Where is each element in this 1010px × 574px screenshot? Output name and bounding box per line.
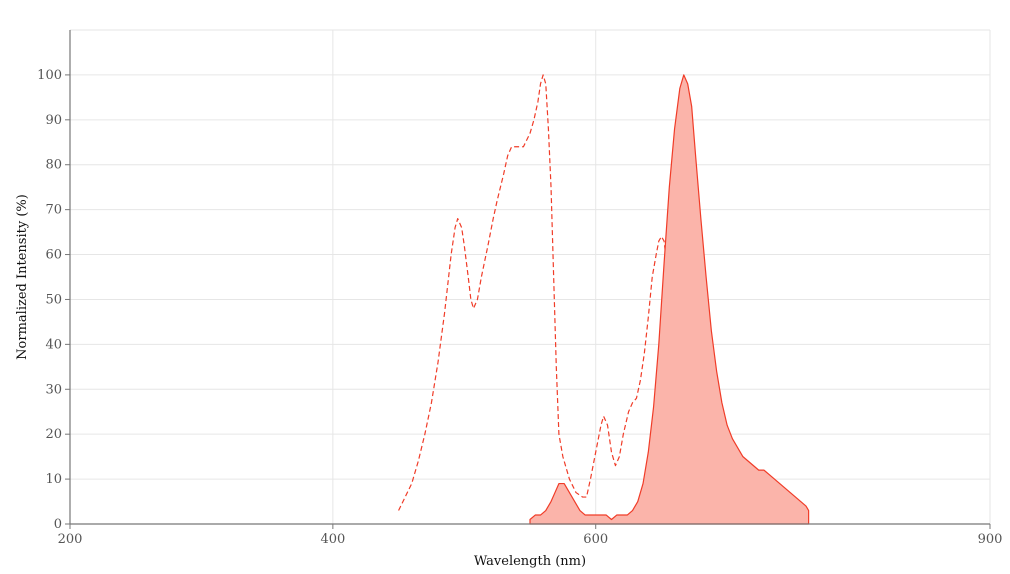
y-axis-title: Normalized Intensity (%)	[15, 194, 30, 360]
grid-lines	[69, 29, 991, 525]
emission-area-series	[529, 74, 810, 525]
x-ticks: 200 400 600 900	[58, 524, 1003, 547]
y-tick-label: 70	[45, 203, 62, 218]
x-tick-label: 400	[320, 532, 345, 547]
y-ticks: 0 10 20 30 40 50 60 70 80 90 100	[37, 68, 70, 532]
y-tick-label: 30	[45, 382, 62, 397]
y-tick-label: 80	[45, 158, 62, 173]
x-tick-label: 200	[58, 532, 83, 547]
x-tick-label: 600	[583, 532, 608, 547]
x-axis-title: Wavelength (nm)	[474, 554, 586, 569]
y-tick-label: 60	[45, 248, 62, 263]
y-tick-label: 50	[45, 292, 62, 307]
y-tick-label: 20	[45, 427, 62, 442]
y-tick-label: 90	[45, 113, 62, 128]
y-tick-label: 10	[45, 472, 62, 487]
axes	[69, 30, 990, 525]
y-tick-label: 0	[54, 517, 62, 532]
x-tick-label: 900	[978, 532, 1003, 547]
series-layer	[398, 74, 810, 525]
y-tick-label: 40	[45, 337, 62, 352]
y-tick-label: 100	[37, 68, 62, 83]
